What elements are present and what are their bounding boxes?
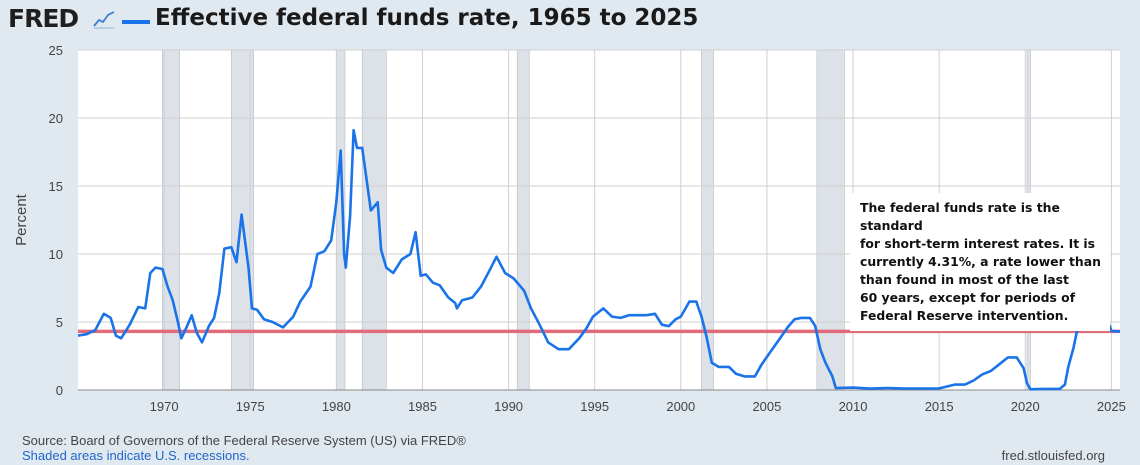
y-tick-label: 20 bbox=[49, 111, 63, 126]
site-url[interactable]: fred.stlouisfed.org bbox=[1001, 448, 1105, 463]
recession-band bbox=[516, 49, 530, 391]
x-tick-label: 2005 bbox=[752, 399, 781, 414]
y-tick-label: 10 bbox=[49, 247, 63, 262]
fred-logo[interactable]: FRED bbox=[8, 4, 79, 33]
source-citation: Source: Board of Governors of the Federa… bbox=[22, 433, 466, 448]
chart-header: FRED Effective federal funds rate, 1965 … bbox=[0, 0, 1140, 40]
annotation-line: currently 4.31%, a rate lower than bbox=[860, 254, 1101, 269]
annotation-line: Federal Reserve intervention. bbox=[860, 308, 1069, 323]
x-tick-label: 1980 bbox=[322, 399, 351, 414]
series-legend-swatch bbox=[122, 20, 150, 24]
y-axis-title: Percent bbox=[13, 193, 30, 246]
recession-band bbox=[361, 49, 387, 391]
annotation-line: than found in most of the last bbox=[860, 272, 1069, 287]
annotation-line: 60 years, except for periods of bbox=[860, 290, 1076, 305]
y-tick-label: 5 bbox=[56, 315, 63, 330]
x-tick-label: 2000 bbox=[666, 399, 695, 414]
x-tick-label: 2010 bbox=[839, 399, 868, 414]
x-tick-label: 1985 bbox=[408, 399, 437, 414]
x-tick-label: 2020 bbox=[1011, 399, 1040, 414]
recession-note-link[interactable]: Shaded areas indicate U.S. recessions. bbox=[22, 448, 250, 463]
y-tick-label: 25 bbox=[49, 43, 63, 58]
recession-band bbox=[816, 49, 845, 391]
chart-title: Effective federal funds rate, 1965 to 20… bbox=[155, 5, 699, 31]
x-tick-label: 1995 bbox=[580, 399, 609, 414]
x-tick-label: 2015 bbox=[925, 399, 954, 414]
line-chart-icon bbox=[93, 11, 115, 29]
x-tick-label: 1970 bbox=[150, 399, 179, 414]
recession-band bbox=[162, 49, 180, 391]
annotation-line: for short-term interest rates. It is bbox=[860, 236, 1096, 251]
y-tick-label: 15 bbox=[49, 179, 63, 194]
x-tick-label: 1990 bbox=[494, 399, 523, 414]
y-tick-label: 0 bbox=[56, 383, 63, 398]
annotation-line: The federal funds rate is the standard bbox=[860, 200, 1060, 233]
annotation-note: The federal funds rate is the standard fo… bbox=[850, 193, 1110, 331]
x-tick-label: 1975 bbox=[236, 399, 265, 414]
series-line-fed-funds-rate bbox=[77, 128, 1121, 391]
x-tick-label: 2025 bbox=[1097, 399, 1126, 414]
